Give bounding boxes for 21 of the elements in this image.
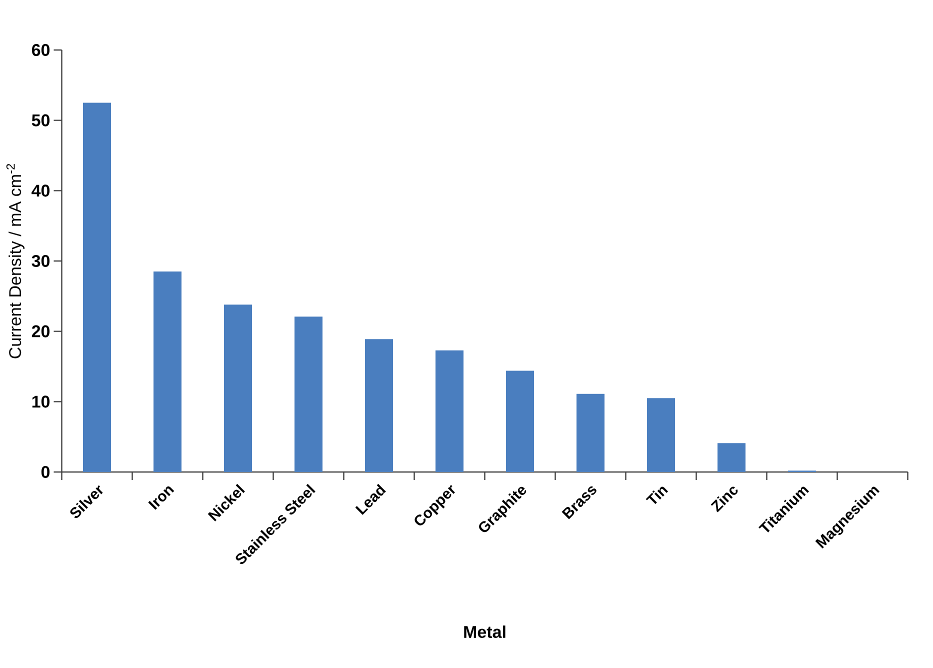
y-tick-label: 0 (41, 466, 50, 478)
bar (718, 443, 746, 472)
x-tick-label: Tin (646, 486, 668, 504)
bar (154, 272, 182, 472)
bar (647, 398, 676, 472)
bar (506, 370, 534, 472)
y-tick-label: 40 (32, 184, 50, 197)
x-tick-label: Iron (148, 486, 174, 510)
y-tick-label: 50 (32, 114, 50, 126)
y-tick-label: 20 (32, 325, 50, 338)
bar (83, 102, 111, 472)
bar (576, 394, 605, 472)
bar (365, 339, 394, 472)
y-tick-label: 10 (32, 396, 50, 408)
bar (294, 316, 323, 472)
y-tick-label: 60 (32, 44, 50, 56)
bar (224, 304, 252, 472)
x-axis-title: Metal (464, 626, 506, 638)
y-tick-label: 30 (32, 254, 50, 268)
y-axis-title: Current Density / mA cm$^{-2}$ (6, 164, 24, 358)
bar (436, 350, 464, 472)
